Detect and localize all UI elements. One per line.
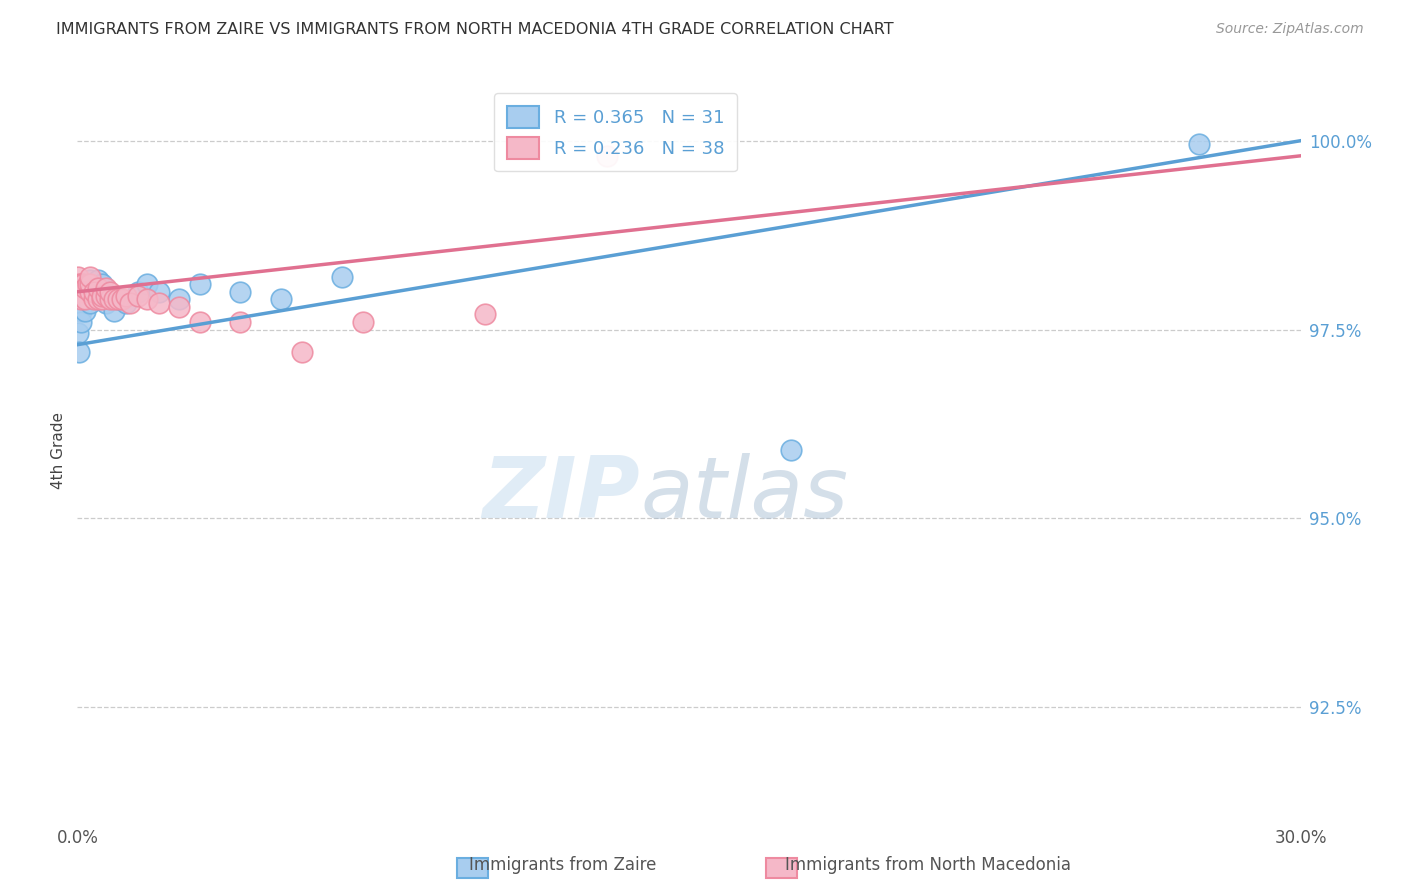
Point: [75, 281, 97, 295]
Point: [291, 345, 314, 359]
Point: [70, 315, 93, 329]
Point: [780, 443, 803, 458]
Point: [69, 285, 91, 299]
Point: [107, 293, 129, 307]
Point: [83, 293, 105, 307]
Point: [75, 285, 97, 299]
Legend: R = 0.365   N = 31, R = 0.236   N = 38: R = 0.365 N = 31, R = 0.236 N = 38: [494, 93, 737, 171]
Point: [135, 277, 157, 292]
Point: [79, 296, 101, 310]
Point: [70, 277, 93, 292]
Point: [75, 303, 97, 318]
Text: Immigrants from Zaire: Immigrants from Zaire: [468, 856, 657, 874]
Point: [169, 300, 191, 314]
Point: [188, 277, 211, 292]
Text: atlas: atlas: [640, 453, 848, 536]
Point: [70, 293, 93, 307]
Point: [75, 293, 97, 307]
Text: ZIP: ZIP: [482, 453, 640, 536]
Point: [87, 273, 110, 287]
Point: [115, 288, 138, 302]
Point: [79, 273, 101, 287]
Point: [79, 269, 101, 284]
Point: [90, 277, 112, 292]
Point: [98, 285, 121, 299]
Point: [87, 281, 110, 295]
Point: [188, 315, 211, 329]
Point: [76, 277, 98, 292]
Point: [1188, 137, 1211, 152]
Point: [474, 308, 496, 322]
Point: [115, 296, 138, 310]
Point: [98, 288, 121, 302]
Text: Immigrants from North Macedonia: Immigrants from North Macedonia: [785, 856, 1071, 874]
Point: [128, 285, 150, 299]
Point: [229, 315, 252, 329]
Point: [148, 285, 170, 299]
Point: [103, 303, 125, 318]
Point: [98, 293, 121, 307]
Point: [67, 269, 90, 284]
Point: [94, 296, 117, 310]
Point: [72, 277, 94, 292]
Point: [229, 285, 252, 299]
Point: [87, 293, 110, 307]
Point: [103, 293, 125, 307]
Point: [67, 285, 90, 299]
Point: [352, 315, 374, 329]
Point: [67, 326, 90, 341]
Point: [169, 293, 191, 307]
Point: [107, 293, 129, 307]
Point: [111, 293, 134, 307]
Point: [79, 285, 101, 299]
Point: [94, 288, 117, 302]
Point: [596, 149, 619, 163]
Text: Source: ZipAtlas.com: Source: ZipAtlas.com: [1216, 22, 1364, 37]
Point: [148, 296, 170, 310]
Point: [128, 288, 150, 302]
Point: [135, 293, 157, 307]
Point: [83, 285, 105, 299]
Point: [90, 288, 112, 302]
Point: [270, 293, 292, 307]
Point: [79, 285, 101, 299]
Point: [83, 288, 105, 302]
Y-axis label: 4th Grade: 4th Grade: [51, 412, 66, 489]
Point: [83, 285, 105, 299]
Point: [332, 269, 354, 284]
Point: [79, 277, 101, 292]
Point: [90, 293, 112, 307]
Point: [76, 277, 98, 292]
Point: [67, 277, 90, 292]
Point: [120, 296, 142, 310]
Point: [94, 281, 117, 295]
Point: [70, 303, 93, 318]
Text: IMMIGRANTS FROM ZAIRE VS IMMIGRANTS FROM NORTH MACEDONIA 4TH GRADE CORRELATION C: IMMIGRANTS FROM ZAIRE VS IMMIGRANTS FROM…: [56, 22, 894, 37]
Point: [67, 345, 90, 359]
Point: [72, 293, 94, 307]
Point: [87, 285, 110, 299]
